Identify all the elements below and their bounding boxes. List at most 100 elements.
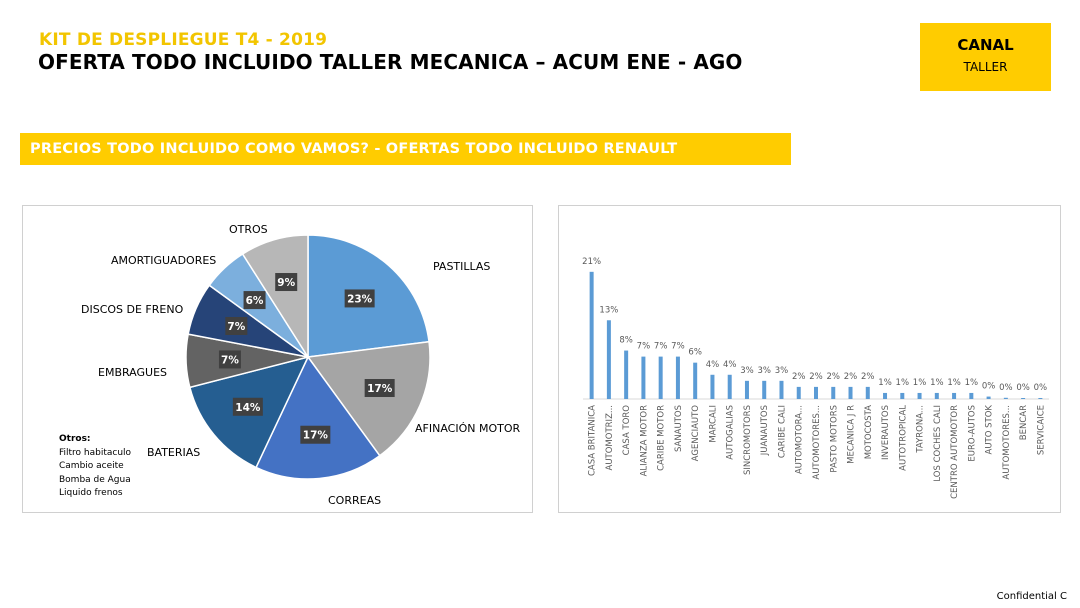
page-title: OFERTA TODO INCLUIDO TALLER MECANICA – A… — [38, 50, 743, 74]
bar-data-label: 0% — [1016, 383, 1030, 393]
pie-data-label: 7% — [227, 321, 245, 333]
pie-data-label-box — [364, 379, 395, 398]
bar — [848, 386, 853, 399]
bar — [917, 392, 922, 399]
confidential-label: Confidential C — [996, 591, 1067, 602]
x-tick-label: LOS COCHES CALI — [933, 405, 943, 482]
bar-data-label: 0% — [999, 383, 1013, 393]
bar — [744, 380, 749, 399]
bar — [675, 356, 680, 399]
bar-data-label: 13% — [599, 305, 618, 315]
bar-data-label: 2% — [844, 372, 858, 382]
bar — [658, 356, 663, 399]
pie-data-label-box — [218, 350, 241, 369]
bar — [969, 392, 974, 399]
bar-data-label: 7% — [637, 342, 651, 352]
pie-category-label: PASTILLAS — [433, 260, 490, 273]
x-tick-label: ALIANZA MOTOR — [639, 405, 649, 476]
bar — [1038, 398, 1043, 399]
bar — [693, 362, 698, 399]
pie-category-label: BATERIAS — [147, 446, 200, 459]
bar — [589, 271, 594, 399]
bar-data-label: 6% — [688, 348, 702, 358]
x-tick-label: CARIBE CALI — [777, 405, 787, 458]
bar-data-label: 1% — [878, 378, 892, 388]
bar-data-label: 0% — [1034, 383, 1048, 393]
bar-data-label: 1% — [930, 378, 944, 388]
pie-chart-panel: 23% PASTILLAS 17% AFINACIÓN MOTOR 17% CORREAS… — [22, 205, 533, 513]
bar-data-label: 7% — [654, 342, 668, 352]
bar-data-label: 1% — [913, 378, 927, 388]
bar-data-label: 3% — [775, 366, 789, 376]
pie-data-label: 7% — [221, 354, 239, 366]
otros-note: Otros: Filtro habitaculo Cambio aceite B… — [59, 433, 131, 501]
bar — [1003, 397, 1008, 399]
x-tick-label: BENCAR — [1019, 405, 1029, 440]
bar-data-label: 3% — [740, 366, 754, 376]
pie-slice — [241, 234, 309, 360]
x-tick-label: MARCALI — [708, 405, 718, 443]
x-tick-label: AUTO STOK — [985, 405, 995, 455]
pie-category-label: CORREAS — [328, 494, 381, 507]
bar — [900, 392, 905, 399]
bar-chart: 21% CASA BRITANICA 13% AUTOMOTRIZ... 8% CASA … — [582, 257, 1049, 499]
bar-data-label: 2% — [809, 372, 823, 382]
x-tick-label: EURO-AUTOS — [967, 405, 977, 462]
bar-data-label: 8% — [619, 336, 633, 346]
bar — [831, 386, 836, 399]
section-banner: PRECIOS TODO INCLUIDO COMO VAMOS? - OFER… — [20, 133, 791, 165]
bar — [1021, 398, 1026, 399]
pie-data-label: 23% — [347, 293, 373, 305]
pie-category-label: DISCOS DE FRENO — [81, 303, 184, 316]
bar-data-label: 21% — [582, 257, 601, 267]
bar — [762, 380, 767, 399]
otros-note-item: Liquido frenos — [59, 488, 123, 498]
bar-data-label: 2% — [861, 372, 875, 382]
otros-note-item: Bomba de Agua — [59, 474, 131, 485]
x-tick-label: CASA BRITANICA — [588, 405, 598, 476]
pie-data-label: 14% — [235, 402, 261, 414]
x-tick-label: CENTRO AUTOMOTOR — [950, 405, 960, 499]
x-tick-label: CARIBE MOTOR — [657, 405, 667, 471]
pie-data-label-box — [225, 316, 248, 335]
canal-subtitle: TALLER — [963, 60, 1008, 74]
bar — [814, 386, 818, 399]
bar-data-label: 3% — [757, 366, 771, 376]
pie-category-label: EMBRAGUES — [98, 366, 167, 379]
x-tick-label: AUTOMOTORES... — [812, 405, 822, 480]
bar — [710, 374, 715, 399]
bar — [952, 392, 957, 399]
pie-category-label: AFINACIÓN MOTOR — [415, 422, 520, 435]
bar — [796, 386, 801, 399]
kit-title: KIT DE DESPLIEGUE T4 - 2019 — [39, 30, 328, 50]
pie-category-label: OTROS — [229, 223, 268, 236]
pie-data-label-box — [344, 289, 375, 308]
x-tick-label: AUTOMOTRIZ... — [605, 405, 615, 470]
pie-data-label: 6% — [246, 295, 264, 307]
otros-note-item: Cambio aceite — [59, 461, 124, 471]
bar — [606, 320, 611, 399]
bar-data-label: 1% — [896, 378, 910, 388]
bar-data-label: 2% — [827, 372, 841, 382]
bar — [934, 392, 939, 399]
otros-note-item: Filtro habitaculo — [59, 447, 132, 458]
x-tick-label: CASA TORO — [622, 405, 632, 456]
pie-data-label-box — [275, 273, 298, 292]
x-tick-label: TAYRONA... — [916, 405, 926, 454]
pie-chart: 23% PASTILLAS 17% AFINACIÓN MOTOR 17% CORREAS… — [81, 223, 520, 507]
bar-chart-panel: 21% CASA BRITANICA 13% AUTOMOTRIZ... 8% CASA … — [558, 205, 1061, 513]
bar — [883, 392, 888, 399]
x-tick-label: MECANICA J R — [847, 405, 857, 464]
x-tick-label: SINCROMOTORS — [743, 405, 753, 475]
pie-data-label-box — [243, 291, 266, 310]
x-tick-label: PASTO MOTORS — [829, 405, 839, 473]
bar-data-label: 2% — [792, 372, 806, 382]
x-tick-label: AUTOMOTORES... — [1002, 405, 1012, 480]
canal-badge: CANAL TALLER — [920, 23, 1051, 91]
pie-data-label-box — [232, 397, 263, 416]
canal-title: CANAL — [957, 36, 1014, 54]
section-title: PRECIOS TODO INCLUIDO COMO VAMOS? - OFER… — [30, 141, 678, 157]
x-tick-label: INVERAUTOS — [881, 405, 891, 460]
bar — [624, 350, 629, 399]
pie-slice — [306, 340, 431, 457]
